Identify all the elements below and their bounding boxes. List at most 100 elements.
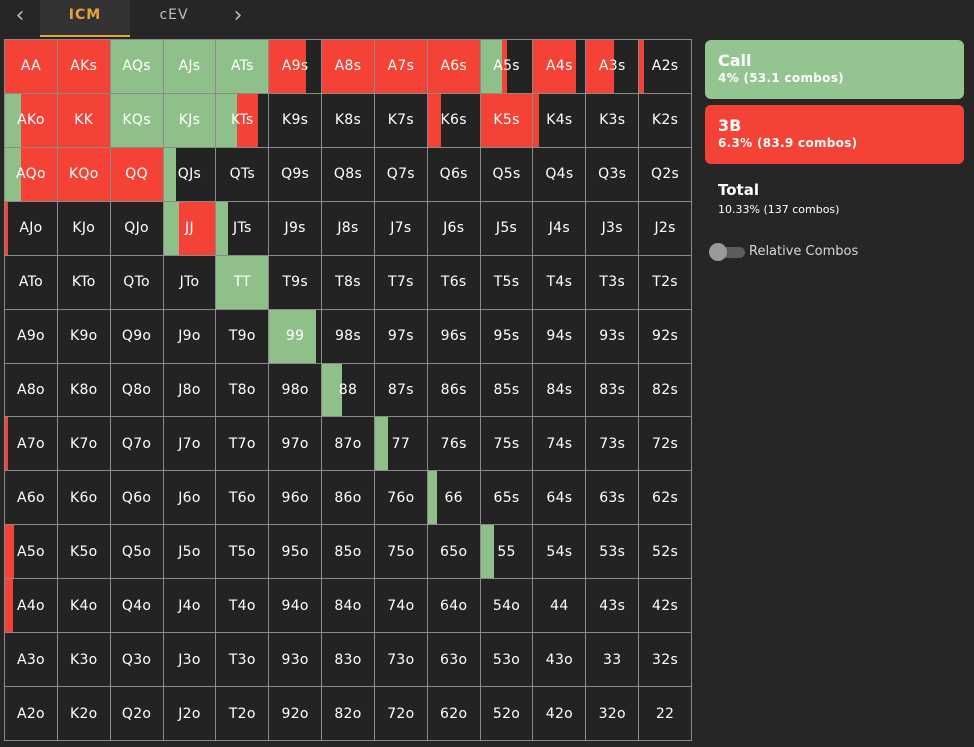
hand-cell[interactable]: 22 xyxy=(639,687,692,741)
hand-cell[interactable]: J4s xyxy=(533,201,587,256)
hand-cell[interactable]: Q8s xyxy=(322,147,375,202)
hand-cell[interactable]: Q4o xyxy=(110,579,164,634)
hand-cell[interactable]: Q5o xyxy=(110,525,164,580)
hand-cell[interactable]: 97o xyxy=(269,417,323,472)
hand-cell[interactable]: AKo xyxy=(5,93,58,148)
hand-cell[interactable]: 96s xyxy=(427,309,481,364)
hand-cell[interactable]: 42o xyxy=(533,687,587,741)
hand-cell[interactable]: 43s xyxy=(586,579,640,634)
hand-cell[interactable]: Q9o xyxy=(110,309,164,364)
hand-cell[interactable]: 54o xyxy=(480,579,534,634)
hand-cell[interactable]: KJs xyxy=(163,93,217,148)
hand-cell[interactable]: Q3o xyxy=(110,633,164,688)
hand-cell[interactable]: T8o xyxy=(216,363,270,418)
hand-cell[interactable]: A8o xyxy=(5,363,58,418)
hand-cell[interactable]: J3o xyxy=(163,633,217,688)
hand-cell[interactable]: 93o xyxy=(269,633,323,688)
hand-cell[interactable]: 83o xyxy=(322,633,375,688)
hand-cell[interactable]: T2o xyxy=(216,687,270,741)
hand-cell[interactable]: Q4s xyxy=(533,147,587,202)
hand-cell[interactable]: 64o xyxy=(427,579,481,634)
hand-cell[interactable]: 74s xyxy=(533,417,587,472)
hand-cell[interactable]: A7o xyxy=(5,417,58,472)
hand-cell[interactable]: ATo xyxy=(5,255,58,310)
hand-cell[interactable]: AA xyxy=(5,40,58,94)
hand-cell[interactable]: 53s xyxy=(586,525,640,580)
chevron-left-icon[interactable]: ‹ xyxy=(15,3,25,28)
hand-cell[interactable]: AJo xyxy=(5,201,58,256)
hand-cell[interactable]: K7s xyxy=(374,93,428,148)
hand-cell[interactable]: T9s xyxy=(269,255,323,310)
hand-cell[interactable]: 63o xyxy=(427,633,481,688)
hand-cell[interactable]: A6s xyxy=(427,40,481,94)
hand-cell[interactable]: J9o xyxy=(163,309,217,364)
hand-cell[interactable]: Q3s xyxy=(586,147,640,202)
hand-cell[interactable]: KTo xyxy=(57,255,111,310)
hand-cell[interactable]: 75s xyxy=(480,417,534,472)
hand-cell[interactable]: A4o xyxy=(5,579,58,634)
hand-cell[interactable]: K3o xyxy=(57,633,111,688)
hand-cell[interactable]: K5o xyxy=(57,525,111,580)
3bet-summary-card[interactable]: 3B 6.3% (83.9 combos) xyxy=(705,105,964,164)
hand-cell[interactable]: 97s xyxy=(374,309,428,364)
hand-cell[interactable]: Q8o xyxy=(110,363,164,418)
hand-cell[interactable]: Q2o xyxy=(110,687,164,741)
hand-cell[interactable]: 62s xyxy=(639,471,692,526)
hand-cell[interactable]: QJo xyxy=(110,201,164,256)
hand-cell[interactable]: 73o xyxy=(374,633,428,688)
hand-cell[interactable]: KTs xyxy=(216,93,270,148)
hand-cell[interactable]: K2s xyxy=(639,93,692,148)
hand-cell[interactable]: 85s xyxy=(480,363,534,418)
hand-cell[interactable]: 75o xyxy=(374,525,428,580)
hand-cell[interactable]: K9o xyxy=(57,309,111,364)
hand-cell[interactable]: 98s xyxy=(322,309,375,364)
hand-cell[interactable]: TT xyxy=(216,255,270,310)
hand-cell[interactable]: 65s xyxy=(480,471,534,526)
hand-cell[interactable]: 65o xyxy=(427,525,481,580)
hand-cell[interactable]: K8o xyxy=(57,363,111,418)
hand-cell[interactable]: J9s xyxy=(269,201,323,256)
hand-cell[interactable]: T3o xyxy=(216,633,270,688)
hand-cell[interactable]: 77 xyxy=(374,417,428,472)
hand-cell[interactable]: 87s xyxy=(374,363,428,418)
hand-cell[interactable]: KJo xyxy=(57,201,111,256)
hand-cell[interactable]: T4s xyxy=(533,255,587,310)
hand-cell[interactable]: 83s xyxy=(586,363,640,418)
hand-cell[interactable]: 64s xyxy=(533,471,587,526)
hand-cell[interactable]: 84o xyxy=(322,579,375,634)
hand-cell[interactable]: J2s xyxy=(639,201,692,256)
hand-cell[interactable]: 72o xyxy=(374,687,428,741)
hand-cell[interactable]: Q7o xyxy=(110,417,164,472)
hand-cell[interactable]: J6s xyxy=(427,201,481,256)
hand-cell[interactable]: J7s xyxy=(374,201,428,256)
hand-cell[interactable]: 73s xyxy=(586,417,640,472)
hand-cell[interactable]: K5s xyxy=(480,93,534,148)
hand-cell[interactable]: T9o xyxy=(216,309,270,364)
hand-cell[interactable]: QTs xyxy=(216,147,270,202)
hand-cell[interactable]: 76o xyxy=(374,471,428,526)
hand-cell[interactable]: AJs xyxy=(163,40,217,94)
hand-cell[interactable]: 74o xyxy=(374,579,428,634)
hand-cell[interactable]: T2s xyxy=(639,255,692,310)
hand-cell[interactable]: J5o xyxy=(163,525,217,580)
hand-cell[interactable]: K6o xyxy=(57,471,111,526)
hand-cell[interactable]: 66 xyxy=(427,471,481,526)
hand-cell[interactable]: JTo xyxy=(163,255,217,310)
hand-cell[interactable]: A8s xyxy=(322,40,375,94)
hand-cell[interactable]: J4o xyxy=(163,579,217,634)
hand-cell[interactable]: 95o xyxy=(269,525,323,580)
hand-cell[interactable]: T6s xyxy=(427,255,481,310)
hand-cell[interactable]: 44 xyxy=(533,579,587,634)
hand-cell[interactable]: JJ xyxy=(163,201,217,256)
hand-cell[interactable]: 62o xyxy=(427,687,481,741)
hand-cell[interactable]: 76s xyxy=(427,417,481,472)
tab-cev[interactable]: cEV xyxy=(159,7,189,23)
hand-cell[interactable]: Q6o xyxy=(110,471,164,526)
hand-cell[interactable]: 54s xyxy=(533,525,587,580)
hand-cell[interactable]: 96o xyxy=(269,471,323,526)
hand-cell[interactable]: A5o xyxy=(5,525,58,580)
call-summary-card[interactable]: Call 4% (53.1 combos) xyxy=(705,40,964,99)
hand-cell[interactable]: K4s xyxy=(533,93,587,148)
hand-cell[interactable]: A2s xyxy=(639,40,692,94)
hand-cell[interactable]: A6o xyxy=(5,471,58,526)
